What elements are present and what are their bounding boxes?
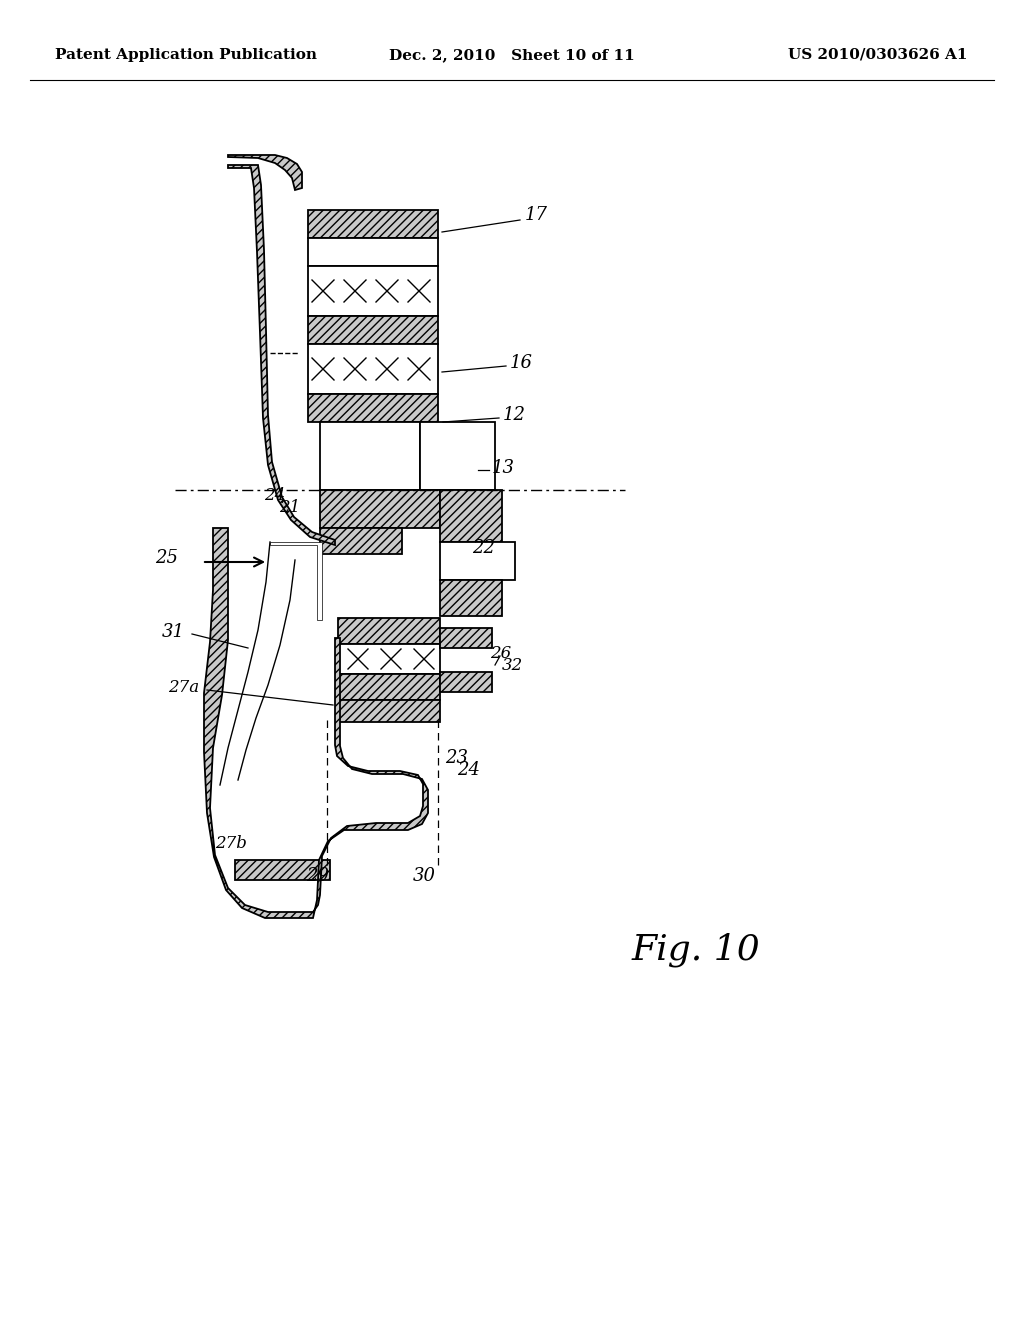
- Text: 30: 30: [413, 867, 435, 884]
- Bar: [440, 628, 492, 648]
- Bar: [336, 700, 440, 722]
- Text: 24: 24: [457, 762, 480, 779]
- Polygon shape: [204, 528, 428, 917]
- Bar: [308, 393, 438, 422]
- Text: Patent Application Publication: Patent Application Publication: [55, 48, 317, 62]
- Bar: [308, 345, 438, 393]
- Bar: [319, 528, 402, 554]
- Bar: [338, 675, 440, 700]
- Text: 17: 17: [525, 206, 548, 224]
- Text: 16: 16: [510, 354, 534, 372]
- Bar: [319, 422, 420, 490]
- Text: 12: 12: [503, 407, 526, 424]
- Bar: [440, 672, 492, 692]
- Text: 22: 22: [472, 539, 495, 557]
- Bar: [308, 238, 438, 267]
- Bar: [308, 210, 438, 238]
- Text: 31: 31: [162, 623, 185, 642]
- Bar: [319, 490, 440, 528]
- Bar: [440, 543, 515, 579]
- Bar: [234, 861, 330, 880]
- Text: 13: 13: [492, 459, 515, 477]
- Text: 27b: 27b: [215, 834, 247, 851]
- Text: 27a: 27a: [168, 680, 199, 697]
- Text: 23: 23: [445, 748, 468, 767]
- Bar: [308, 267, 438, 315]
- Polygon shape: [228, 154, 302, 190]
- Text: Fig. 10: Fig. 10: [632, 933, 761, 968]
- Text: 29: 29: [306, 867, 330, 884]
- Polygon shape: [270, 543, 322, 620]
- Text: 24: 24: [264, 487, 285, 504]
- Text: 26: 26: [490, 644, 511, 661]
- Bar: [308, 315, 438, 345]
- Bar: [338, 644, 440, 675]
- Text: US 2010/0303626 A1: US 2010/0303626 A1: [788, 48, 968, 62]
- Bar: [440, 490, 502, 543]
- Text: 21: 21: [279, 499, 300, 516]
- Polygon shape: [228, 165, 335, 545]
- Text: 25: 25: [155, 549, 178, 568]
- Bar: [420, 422, 495, 490]
- Bar: [440, 579, 502, 616]
- Text: 32: 32: [502, 657, 523, 675]
- Bar: [338, 618, 440, 644]
- Text: Dec. 2, 2010   Sheet 10 of 11: Dec. 2, 2010 Sheet 10 of 11: [389, 48, 635, 62]
